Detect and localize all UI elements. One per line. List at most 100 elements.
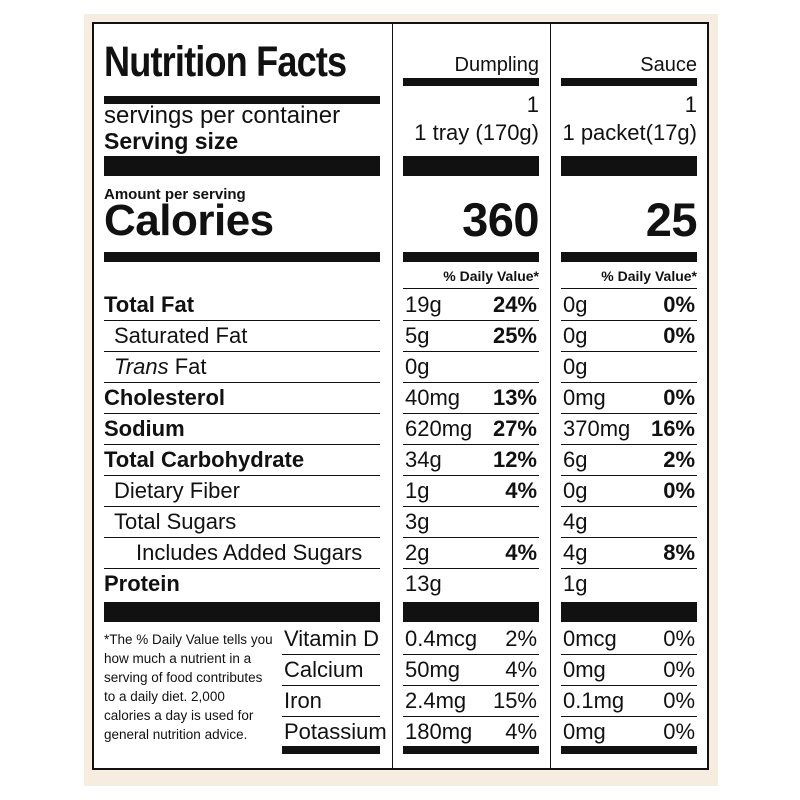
serving-rule [104, 156, 380, 176]
servings-per-container-label: servings per container [104, 102, 341, 129]
dumpling-dv-sodium: 27% [492, 416, 537, 441]
sauce-dv-cholesterol: 0% [663, 385, 695, 410]
dumpling-servings: 1 [526, 92, 539, 117]
trans-prefix: Trans [114, 354, 169, 379]
nutrient-name-trans-fat: Trans Fat [114, 354, 207, 380]
dumpling-dv-added-sugars: 4% [505, 540, 537, 565]
row-divider [561, 685, 697, 686]
row-divider [403, 716, 539, 717]
vitamin-bottom-rule [282, 746, 380, 754]
dumpling-amount-trans-fat: 0g [405, 354, 430, 379]
sauce-amount-saturated-fat: 0g [563, 323, 588, 348]
row-divider [104, 568, 380, 569]
row-divider [561, 475, 697, 476]
nutrient-name-dietary-fiber: Dietary Fiber [114, 478, 240, 503]
sauce-amount-added-sugars: 4g [563, 540, 588, 565]
sauce-amount-iron: 0.1mg [563, 688, 625, 713]
row-divider [104, 320, 380, 321]
sauce-column: Sauce 1 1 packet(17g) 25 % Daily Value* … [550, 24, 708, 768]
dumpling-dv-calcium: 4% [505, 657, 537, 682]
nutrient-name-sodium: Sodium [104, 416, 185, 441]
vitamin-name-potassium: Potassium [284, 719, 387, 744]
dumpling-amount-protein: 13g [405, 571, 442, 596]
sauce-serving-size: 1 packet(17g) [562, 120, 697, 145]
sauce-dv-iron: 0% [663, 688, 695, 713]
row-divider [403, 568, 539, 569]
dumpling-daily-value-header: % Daily Value* [443, 268, 539, 284]
dumpling-amount-added-sugars: 2g [405, 540, 430, 565]
dumpling-calories: 360 [462, 193, 539, 246]
row-divider [104, 506, 380, 507]
row-divider [403, 537, 539, 538]
row-divider [403, 288, 539, 289]
vitamin-bottom-rule [561, 746, 697, 754]
row-divider [403, 351, 539, 352]
dumpling-serving-size: 1 tray (170g) [414, 120, 539, 145]
nutrient-name-total-fat: Total Fat [104, 292, 195, 317]
nutrient-name-total-sugars: Total Sugars [114, 509, 237, 534]
row-divider [561, 444, 697, 445]
dumpling-column: Dumpling 1 1 tray (170g) 360 % Daily Val… [392, 24, 551, 768]
row-divider [104, 413, 380, 414]
sauce-calories: 25 [645, 193, 698, 246]
sauce-dv-sodium: 16% [650, 416, 695, 441]
daily-value-footnote: *The % Daily Value tells you how much a … [104, 632, 273, 742]
column-heading-sauce: Sauce [640, 54, 697, 76]
sauce-amount-dietary-fiber: 0g [563, 478, 588, 503]
sauce-amount-vitamin-d: 0mcg [563, 626, 617, 651]
row-divider [104, 351, 380, 352]
vitamin-name-iron: Iron [284, 688, 322, 713]
trans-fat-suffix: Fat [174, 354, 207, 379]
nutrient-name-cholesterol: Cholesterol [104, 385, 226, 410]
sauce-dv-added-sugars: 8% [663, 540, 695, 565]
sauce-dv-total-carbohydrate: 2% [663, 447, 695, 472]
row-divider [561, 413, 697, 414]
heading-rule [561, 78, 697, 86]
dumpling-amount-cholesterol: 40mg [405, 385, 461, 410]
column-heading-dumpling: Dumpling [454, 54, 539, 76]
dumpling-dv-dietary-fiber: 4% [505, 478, 537, 503]
dumpling-amount-sodium: 620mg [405, 416, 473, 441]
sauce-dv-potassium: 0% [663, 719, 695, 744]
label-title: Nutrition Facts [104, 38, 347, 86]
dumpling-amount-total-carbohydrate: 34g [405, 447, 442, 472]
row-divider [403, 320, 539, 321]
sauce-amount-calcium: 0mg [563, 657, 606, 682]
calories-label: Calories [104, 196, 274, 245]
row-divider [403, 685, 539, 686]
row-divider [403, 506, 539, 507]
sauce-amount-trans-fat: 0g [563, 354, 588, 379]
sauce-amount-total-sugars: 4g [563, 509, 588, 534]
sauce-daily-value-header: % Daily Value* [601, 268, 697, 284]
label-names-column: Nutrition Facts servings per container S… [94, 24, 392, 768]
sauce-amount-total-fat: 0g [563, 292, 588, 317]
dumpling-amount-total-fat: 19g [405, 292, 442, 317]
calories-rule [561, 252, 697, 262]
row-divider [561, 654, 697, 655]
protein-rule [403, 602, 539, 622]
row-divider [282, 685, 380, 686]
heading-rule [403, 78, 539, 86]
row-divider [104, 444, 380, 445]
dumpling-dv-iron: 15% [492, 688, 537, 713]
dumpling-dv-saturated-fat: 25% [492, 323, 537, 348]
row-divider [403, 413, 539, 414]
dumpling-amount-total-sugars: 3g [405, 509, 430, 534]
nutrient-name-saturated-fat: Saturated Fat [114, 323, 248, 348]
vitamin-name-calcium: Calcium [284, 657, 364, 682]
serving-rule [561, 156, 697, 176]
serving-rule [403, 156, 539, 176]
dumpling-amount-saturated-fat: 5g [405, 323, 430, 348]
row-divider [104, 537, 380, 538]
dumpling-amount-calcium: 50mg [405, 657, 461, 682]
sauce-dv-saturated-fat: 0% [663, 323, 695, 348]
row-divider [561, 506, 697, 507]
row-divider [561, 568, 697, 569]
protein-rule [104, 602, 380, 622]
row-divider [104, 382, 380, 383]
nutrition-label: Nutrition Facts servings per container S… [92, 22, 709, 770]
row-divider [104, 475, 380, 476]
sauce-dv-total-fat: 0% [663, 292, 695, 317]
vitamin-bottom-rule [403, 746, 539, 754]
dumpling-amount-iron: 2.4mg [405, 688, 467, 713]
